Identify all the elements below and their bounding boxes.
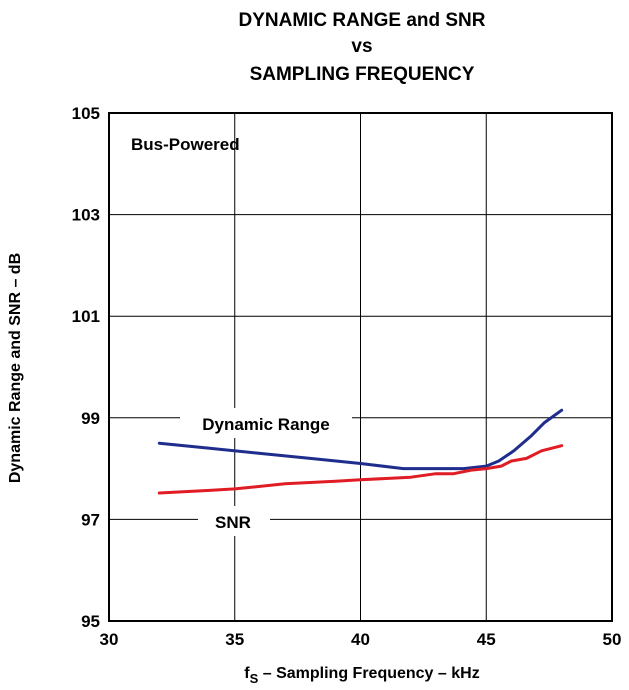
- x-axis-label: fS – Sampling Frequency – kHz: [244, 665, 479, 686]
- snr-label-bg: [198, 506, 270, 536]
- y-tick-label: 103: [72, 206, 100, 225]
- series-line-dynamic-range: [157, 408, 564, 471]
- grid: [109, 113, 612, 621]
- x-axis-label-text: – Sampling Frequency – kHz: [258, 665, 479, 682]
- chart-title-line-1: DYNAMIC RANGE and SNR: [238, 10, 485, 31]
- x-tick-label: 45: [477, 630, 496, 649]
- x-tick-label: 50: [603, 630, 622, 649]
- bus-powered-annotation: Bus-Powered: [131, 135, 240, 154]
- dynamic-range-series-label: Dynamic Range: [202, 415, 330, 434]
- y-axis-label: Dynamic Range and SNR – dB: [7, 253, 24, 483]
- x-tick-label: 30: [100, 630, 119, 649]
- x-tick-label: 40: [351, 630, 370, 649]
- x-axis-label-prefix: f: [244, 665, 250, 682]
- y-tick-label: 97: [81, 510, 100, 529]
- series-layer: [157, 408, 564, 495]
- y-tick-label: 101: [72, 307, 100, 326]
- x-axis-label-subscript: S: [250, 671, 259, 686]
- chart-title: DYNAMIC RANGE and SNR vs SAMPLING FREQUE…: [238, 10, 485, 85]
- y-tick-label: 95: [81, 612, 100, 631]
- dynamic-range-label-bg: [180, 408, 352, 438]
- y-tick-labels: 95 97 99 101 103 105: [72, 104, 100, 631]
- plot-frame: [108, 112, 613, 622]
- y-tick-label: 105: [72, 104, 100, 123]
- x-tick-label: 35: [225, 630, 244, 649]
- chart-title-line-3: SAMPLING FREQUENCY: [250, 64, 475, 85]
- snr-series-label: SNR: [215, 513, 251, 532]
- x-tick-labels: 30 35 40 45 50: [100, 630, 622, 649]
- series-line-snr: [157, 444, 564, 495]
- chart-title-line-2: vs: [351, 36, 372, 57]
- y-tick-label: 99: [81, 409, 100, 428]
